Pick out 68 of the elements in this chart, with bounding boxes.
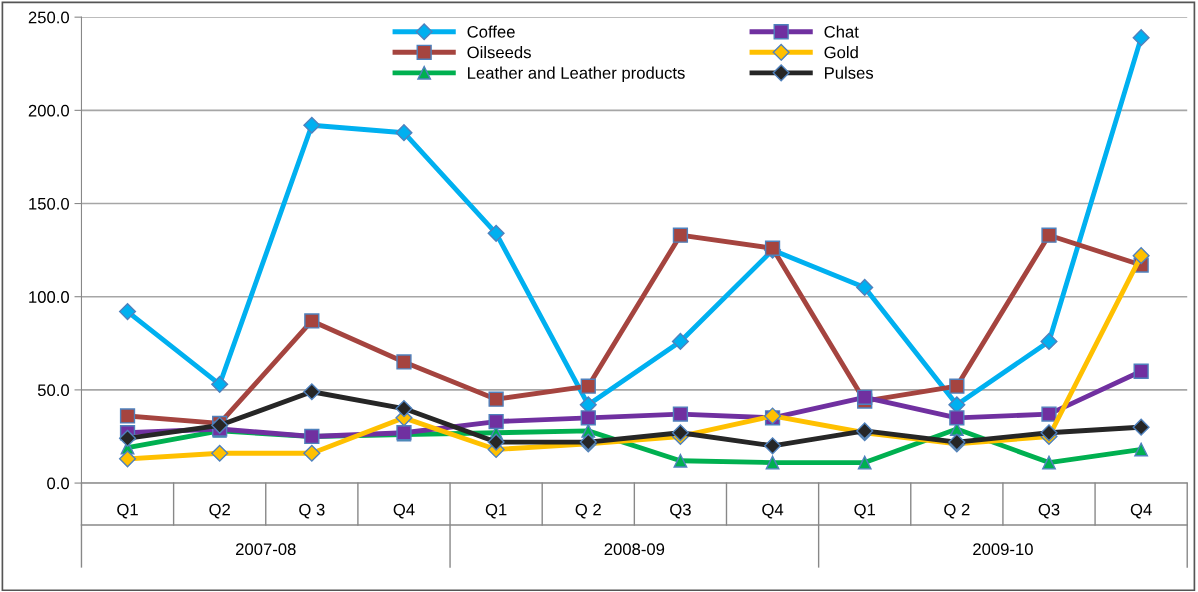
point	[1041, 227, 1057, 243]
point	[857, 455, 872, 470]
text: 2008-09	[604, 543, 665, 556]
point	[1134, 442, 1149, 457]
x-tick-label: Q 3	[299, 503, 325, 519]
text: 2007-08	[236, 543, 296, 556]
legend-label: Coffee	[467, 25, 515, 38]
point	[765, 455, 780, 470]
point	[1132, 247, 1150, 265]
x-tick-label: Q 2	[575, 503, 601, 519]
x-tick-label: Q4	[762, 503, 784, 519]
y-tick-label: 0.0	[47, 477, 70, 490]
point	[304, 313, 320, 329]
x-tick-label: Q2	[209, 503, 230, 519]
point	[211, 444, 229, 462]
point	[580, 378, 596, 394]
point	[1041, 406, 1057, 422]
y-tick-label: 250.0	[28, 11, 70, 24]
point	[1133, 363, 1149, 379]
point	[672, 227, 689, 243]
x-tick-label: Q1	[117, 503, 138, 519]
point	[1040, 332, 1058, 350]
point	[764, 437, 782, 455]
point	[118, 429, 137, 447]
x-tick-label: Q 2	[944, 503, 970, 519]
point	[396, 354, 412, 370]
point	[671, 332, 689, 350]
point	[580, 410, 596, 426]
point	[1042, 455, 1056, 470]
point	[949, 410, 965, 426]
point	[119, 408, 136, 424]
point	[395, 124, 413, 142]
point	[118, 303, 137, 321]
legend-label: Oilseeds	[467, 46, 531, 59]
legend-label: Pulses	[825, 66, 874, 79]
point	[487, 224, 505, 242]
point	[488, 413, 504, 430]
point	[395, 399, 413, 418]
point	[949, 378, 965, 394]
point	[488, 391, 504, 407]
y-tick-label: 50.0	[37, 384, 70, 397]
x-tick-label: Q4	[1130, 503, 1152, 519]
point	[303, 383, 321, 401]
point	[671, 424, 689, 442]
y-tick-label: 150.0	[29, 197, 70, 210]
x-tick-label: Q4	[393, 503, 415, 519]
text: 2009-10	[973, 543, 1033, 556]
y-tick-label: 100.0	[29, 291, 70, 303]
legend-label: Chat	[824, 25, 859, 38]
y-tick-label: 200.0	[28, 104, 70, 117]
point	[303, 116, 321, 134]
point	[211, 375, 229, 393]
point	[1040, 424, 1058, 442]
point	[673, 453, 688, 468]
point	[487, 433, 505, 451]
x-tick-label: Q3	[670, 503, 691, 519]
legend-label: Leather and Leather products	[468, 66, 685, 83]
x-tick-label: Q1	[485, 503, 507, 519]
x-tick-label: Q3	[1038, 503, 1060, 519]
legend-label: Gold	[824, 46, 858, 59]
x-tick-label: Q1	[854, 503, 876, 519]
point	[857, 389, 873, 405]
point	[1132, 29, 1150, 47]
point	[1132, 418, 1150, 436]
point	[303, 444, 321, 462]
point	[856, 278, 874, 296]
point	[118, 450, 137, 468]
point	[672, 406, 689, 422]
